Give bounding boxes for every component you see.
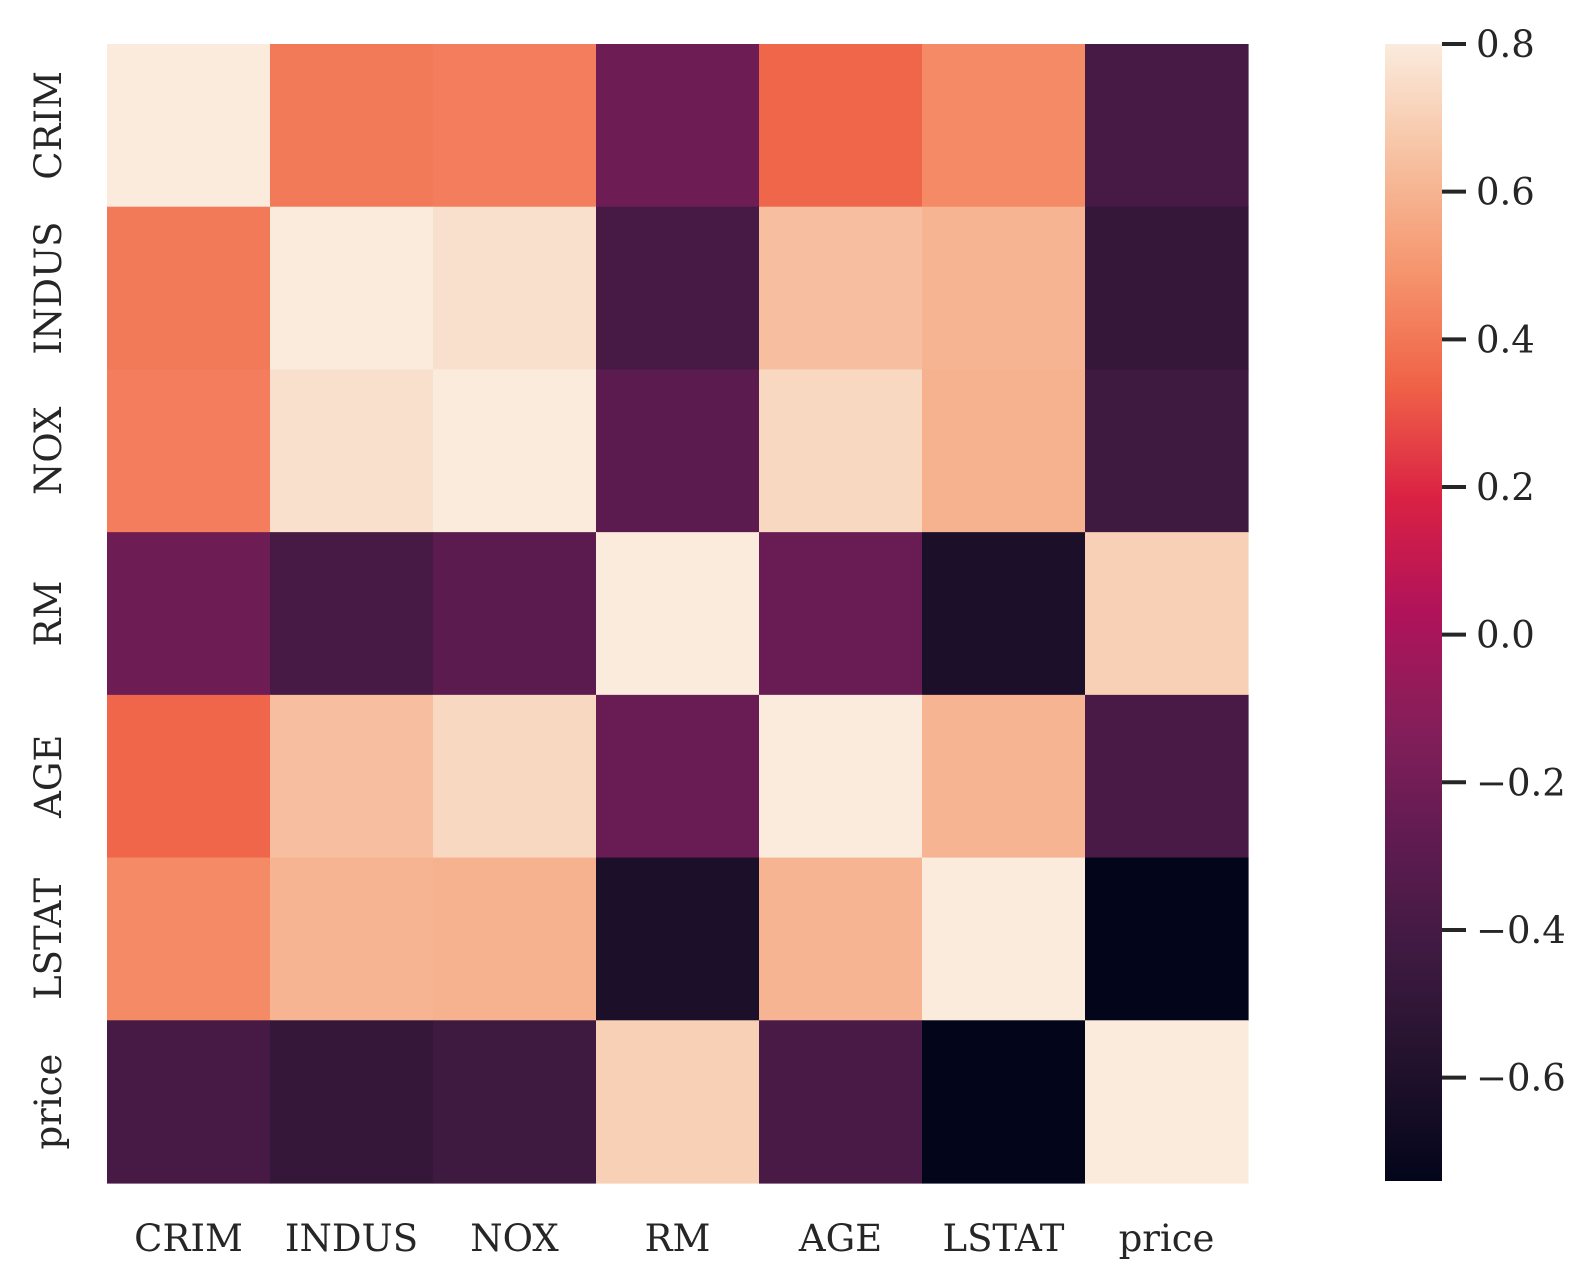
cell-price-INDUS xyxy=(270,1020,434,1184)
cell-CRIM-INDUS xyxy=(270,44,434,208)
cell-price-RM xyxy=(596,1020,760,1184)
y-tick-label-price: price xyxy=(27,1054,70,1150)
x-tick-label-CRIM: CRIM xyxy=(134,1217,243,1260)
y-tick-label-RM: RM xyxy=(27,581,70,647)
cell-CRIM-RM xyxy=(596,44,760,208)
cell-AGE-RM xyxy=(596,694,760,859)
cell-RM-LSTAT xyxy=(922,532,1086,696)
cell-INDUS-RM xyxy=(596,206,760,371)
cell-RM-INDUS xyxy=(270,532,434,696)
heatmap-cells xyxy=(107,44,1249,1184)
y-tick-label-AGE: AGE xyxy=(27,735,70,819)
cell-price-CRIM xyxy=(107,1020,271,1184)
colorbar-gradient xyxy=(1385,44,1442,1181)
cell-INDUS-AGE xyxy=(759,206,923,371)
x-tick-label-AGE: AGE xyxy=(798,1217,882,1260)
y-tick-label-INDUS: INDUS xyxy=(27,221,70,354)
cell-AGE-CRIM xyxy=(107,694,271,859)
cell-INDUS-CRIM xyxy=(107,206,271,371)
cell-RM-CRIM xyxy=(107,532,271,696)
x-tick-label-INDUS: INDUS xyxy=(285,1217,418,1260)
cell-RM-NOX xyxy=(433,532,597,696)
cell-INDUS-INDUS xyxy=(270,206,434,371)
y-tick-labels: CRIM INDUS NOX RM AGE LSTAT price xyxy=(27,71,70,1150)
cell-LSTAT-CRIM xyxy=(107,857,271,1021)
cell-price-LSTAT xyxy=(922,1020,1086,1184)
cell-LSTAT-price xyxy=(1085,857,1249,1021)
cell-INDUS-NOX xyxy=(433,206,597,371)
cell-LSTAT-LSTAT xyxy=(922,857,1086,1021)
cell-AGE-INDUS xyxy=(270,694,434,859)
cell-NOX-NOX xyxy=(433,369,597,533)
cell-CRIM-price xyxy=(1085,44,1249,208)
cell-NOX-CRIM xyxy=(107,369,271,533)
cell-AGE-NOX xyxy=(433,694,597,859)
cell-NOX-RM xyxy=(596,369,760,533)
cell-LSTAT-RM xyxy=(596,857,760,1021)
cell-NOX-INDUS xyxy=(270,369,434,533)
colorbar-tick-label: 0.4 xyxy=(1476,318,1535,361)
cell-NOX-price xyxy=(1085,369,1249,533)
colorbar-tick-label: −0.6 xyxy=(1476,1057,1566,1100)
colorbar-ticks: 0.8 0.6 0.4 0.2 0.0 −0.2 −0.4 −0.6 xyxy=(1442,23,1566,1100)
cell-NOX-AGE xyxy=(759,369,923,533)
cell-RM-AGE xyxy=(759,532,923,696)
cell-CRIM-LSTAT xyxy=(922,44,1086,208)
cell-price-price xyxy=(1085,1020,1249,1184)
cell-NOX-LSTAT xyxy=(922,369,1086,533)
cell-CRIM-CRIM xyxy=(107,44,271,208)
colorbar-tick-label: 0.6 xyxy=(1476,171,1535,214)
cell-INDUS-price xyxy=(1085,206,1249,371)
cell-price-AGE xyxy=(759,1020,923,1184)
colorbar-tick-label: 0.2 xyxy=(1476,466,1535,509)
cell-AGE-LSTAT xyxy=(922,694,1086,859)
cell-AGE-price xyxy=(1085,694,1249,859)
cell-RM-price xyxy=(1085,532,1249,696)
colorbar-tick-label: 0.0 xyxy=(1476,614,1535,657)
x-tick-label-LSTAT: LSTAT xyxy=(943,1217,1065,1260)
colorbar-tick-label: 0.8 xyxy=(1476,23,1535,66)
colorbar-tick-label: −0.2 xyxy=(1476,761,1566,804)
cell-AGE-AGE xyxy=(759,694,923,859)
y-tick-label-CRIM: CRIM xyxy=(27,71,70,180)
colorbar-tick-label: −0.4 xyxy=(1476,909,1566,952)
cell-RM-RM xyxy=(596,532,760,696)
y-tick-label-LSTAT: LSTAT xyxy=(27,878,70,1000)
x-tick-label-price: price xyxy=(1119,1217,1215,1260)
y-tick-label-NOX: NOX xyxy=(27,406,70,495)
cell-LSTAT-INDUS xyxy=(270,857,434,1021)
x-tick-label-RM: RM xyxy=(645,1217,711,1260)
cell-LSTAT-NOX xyxy=(433,857,597,1021)
cell-INDUS-LSTAT xyxy=(922,206,1086,371)
x-tick-labels: CRIM INDUS NOX RM AGE LSTAT price xyxy=(134,1217,1214,1260)
cell-CRIM-AGE xyxy=(759,44,923,208)
cell-LSTAT-AGE xyxy=(759,857,923,1021)
cell-price-NOX xyxy=(433,1020,597,1184)
x-tick-label-NOX: NOX xyxy=(470,1217,559,1260)
cell-CRIM-NOX xyxy=(433,44,597,208)
colorbar: 0.8 0.6 0.4 0.2 0.0 −0.2 −0.4 −0.6 xyxy=(1385,23,1566,1181)
